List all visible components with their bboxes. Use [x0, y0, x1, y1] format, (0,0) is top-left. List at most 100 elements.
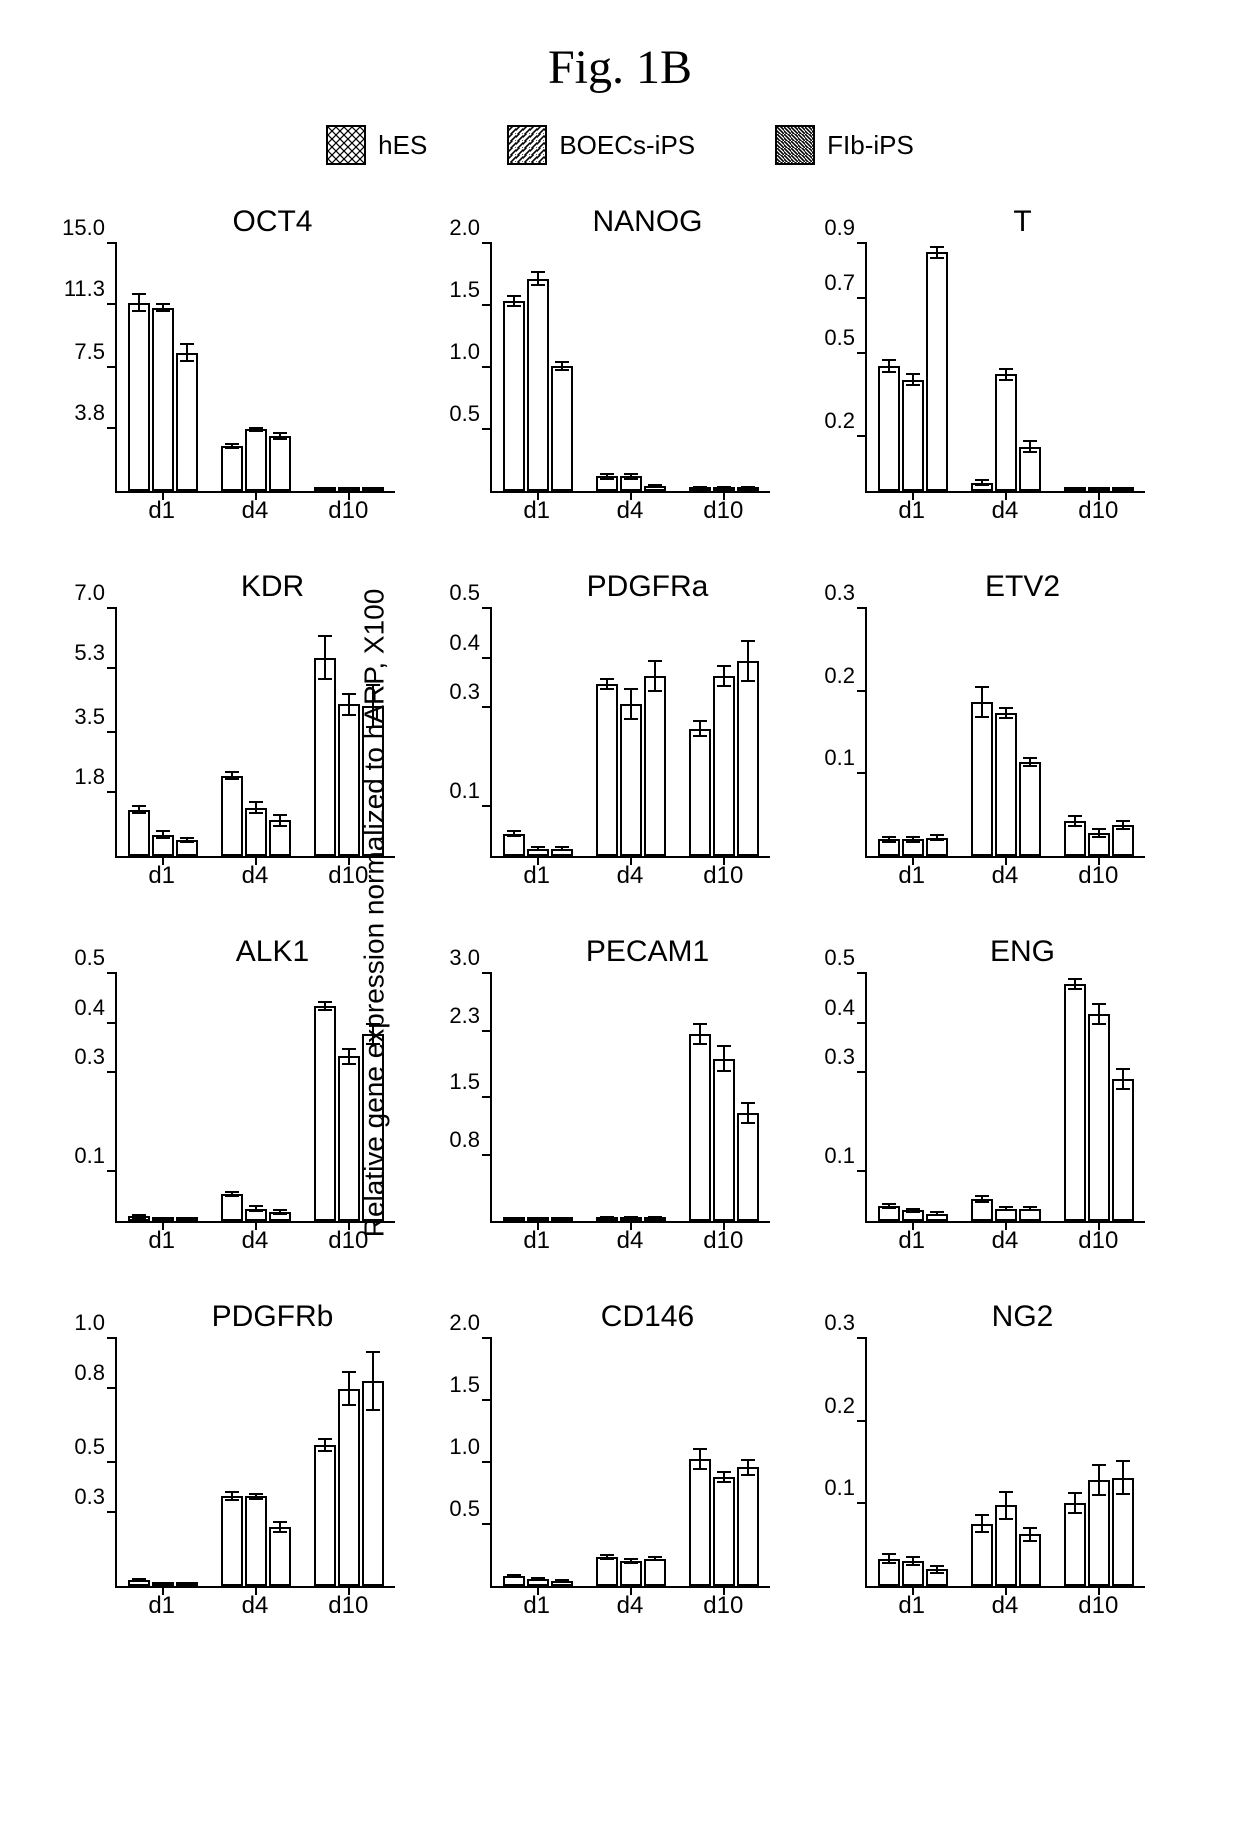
y-tick-label: 0.5 [824, 325, 867, 351]
y-tick-label: 0.3 [824, 1044, 867, 1070]
panel-title: NG2 [865, 1300, 1180, 1334]
bar-group [117, 1338, 210, 1586]
bar-group [117, 243, 210, 491]
y-tick-label: 0.5 [74, 1434, 117, 1460]
panel-title: KDR [115, 570, 430, 604]
bar [221, 446, 243, 491]
chart-panel: PDGFRb0.30.50.81.0d1d4d10 [115, 1300, 430, 1620]
bar [713, 676, 735, 856]
y-tick-label: 0.4 [824, 995, 867, 1021]
bar [245, 1496, 267, 1586]
bar [221, 776, 243, 856]
bar-group [585, 608, 678, 856]
bar-group [1052, 973, 1145, 1221]
bar [713, 1477, 735, 1586]
y-tick-label: 11.3 [64, 276, 117, 302]
bar-group [960, 1338, 1053, 1586]
bar [1112, 1079, 1134, 1222]
bar [926, 252, 948, 491]
bar [737, 1467, 759, 1586]
y-tick-label: 1.5 [449, 1069, 492, 1095]
bar [362, 706, 384, 856]
bar [269, 1527, 291, 1586]
y-tick-label: 7.5 [74, 339, 117, 365]
bar-group [677, 243, 770, 491]
bar-group [677, 608, 770, 856]
bar-group [677, 973, 770, 1221]
bar-group [210, 1338, 303, 1586]
bar-group [210, 973, 303, 1221]
bar [620, 704, 642, 857]
legend-item-fib: FIb-iPS [775, 125, 914, 165]
bar [644, 1559, 666, 1587]
panel-title: ALK1 [115, 935, 430, 969]
bar-group [117, 608, 210, 856]
y-tick-label: 0.5 [824, 945, 867, 971]
legend-item-boec: BOECs-iPS [507, 125, 695, 165]
bar [527, 279, 549, 492]
chart-panel: KDR1.83.55.37.0d1d4d10 [115, 570, 430, 890]
bar-group [492, 608, 585, 856]
bar [596, 1557, 618, 1586]
legend-label: hES [378, 130, 427, 161]
y-tick-label: 0.4 [74, 995, 117, 1021]
chart-panel: T0.20.50.70.9d1d4d10 [865, 205, 1180, 525]
bar-group [867, 1338, 960, 1586]
diag-back-swatch [507, 125, 547, 165]
bar [1019, 1534, 1041, 1586]
y-tick-label: 1.5 [449, 1372, 492, 1398]
bar-group [302, 608, 395, 856]
bar-group [960, 608, 1053, 856]
chart-panel: NG20.10.20.3d1d4d10 [865, 1300, 1180, 1620]
bar [551, 366, 573, 491]
y-tick-label: 0.7 [824, 270, 867, 296]
bar [338, 704, 360, 856]
bar [338, 1056, 360, 1221]
bar [362, 1381, 384, 1586]
bar [128, 303, 150, 491]
bar [503, 301, 525, 491]
bar-group [492, 973, 585, 1221]
legend-label: FIb-iPS [827, 130, 914, 161]
legend-item-hes: hES [326, 125, 427, 165]
y-tick-label: 0.1 [449, 778, 492, 804]
bar-group [1052, 1338, 1145, 1586]
y-tick-label: 0.1 [824, 745, 867, 771]
y-tick-label: 0.3 [824, 1310, 867, 1336]
y-tick-label: 1.0 [449, 339, 492, 365]
bar [1064, 984, 1086, 1222]
y-tick-label: 3.5 [74, 704, 117, 730]
bar [269, 436, 291, 491]
bar [362, 1034, 384, 1222]
panel-title: ETV2 [865, 570, 1180, 604]
y-tick-label: 0.1 [824, 1475, 867, 1501]
bar-group [585, 973, 678, 1221]
bar [152, 308, 174, 491]
bar [314, 658, 336, 856]
bar [596, 684, 618, 857]
y-tick-label: 1.8 [74, 764, 117, 790]
bar [1064, 1503, 1086, 1586]
chart-panel: PECAM10.81.52.33.0d1d4d10 [490, 935, 805, 1255]
y-tick-label: 15.0 [62, 215, 117, 241]
y-tick-label: 7.0 [74, 580, 117, 606]
y-tick-label: 2.0 [449, 215, 492, 241]
bar [128, 810, 150, 856]
y-tick-label: 0.9 [824, 215, 867, 241]
bar-group [867, 973, 960, 1221]
panel-title: T [865, 205, 1180, 239]
bar [689, 1459, 711, 1587]
y-tick-label: 0.3 [74, 1044, 117, 1070]
panel-title: OCT4 [115, 205, 430, 239]
bar-group [302, 243, 395, 491]
chart-panel: CD1460.51.01.52.0d1d4d10 [490, 1300, 805, 1620]
y-tick-label: 0.8 [74, 1360, 117, 1386]
bar-group [492, 243, 585, 491]
panel-title: PDGFRb [115, 1300, 430, 1334]
chart-grid: OCT43.87.511.315.0d1d4d10NANOG0.51.01.52… [115, 205, 1180, 1620]
y-tick-label: 0.2 [824, 408, 867, 434]
bar [689, 729, 711, 857]
y-tick-label: 0.1 [824, 1143, 867, 1169]
bar [644, 676, 666, 856]
y-tick-label: 0.5 [449, 580, 492, 606]
